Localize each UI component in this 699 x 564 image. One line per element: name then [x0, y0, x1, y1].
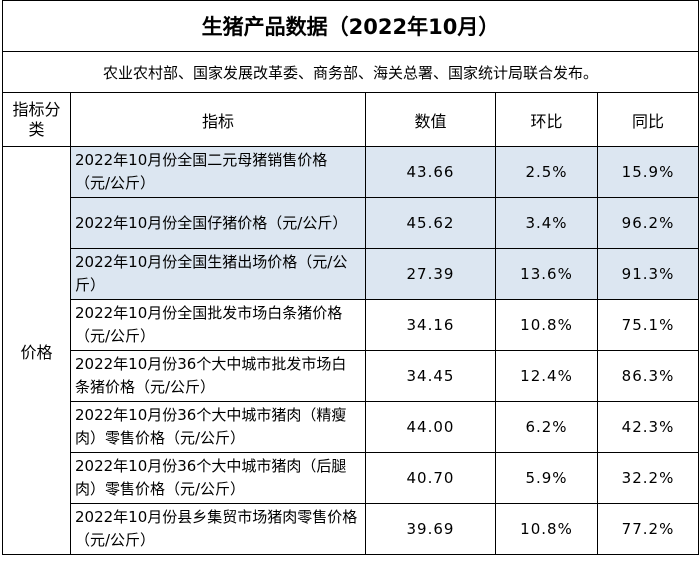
indicator-cell[interactable]: 2022年10月份全国批发市场白条猪价格（元/公斤） — [70, 299, 366, 351]
value-cell[interactable]: 27.39 — [365, 248, 496, 300]
value-cell[interactable]: 34.16 — [365, 299, 496, 351]
value-cell[interactable]: 43.66 — [365, 146, 496, 198]
header-yoy[interactable]: 同比 — [597, 92, 699, 147]
mom-cell[interactable]: 10.8% — [495, 503, 598, 555]
table-row: 价格 2022年10月份全国二元母猪销售价格（元/公斤） 43.66 2.5% 15.9… — [2, 146, 699, 555]
value-cell[interactable]: 44.00 — [365, 401, 496, 453]
value-cell[interactable]: 45.62 — [365, 197, 496, 249]
header-row: 指标分类 指标 数值 环比 同比 — [2, 92, 699, 147]
value-cell[interactable]: 34.45 — [365, 350, 496, 402]
table-row: 2022年10月份全国生猪出场价格（元/公斤） 27.39 13.6% 91.3% — [3, 248, 699, 300]
indicator-cell[interactable]: 2022年10月份全国生猪出场价格（元/公斤） — [70, 248, 366, 300]
yoy-cell[interactable]: 42.3% — [597, 401, 699, 453]
table-row: 2022年10月份全国批发市场白条猪价格（元/公斤） 34.16 10.8% 75.1… — [3, 299, 699, 351]
table-row: 2022年10月份全国仔猪价格（元/公斤） 45.62 3.4% 96.2% — [3, 197, 699, 249]
header-indicator[interactable]: 指标 — [70, 92, 366, 147]
category-cell[interactable]: 价格 — [2, 146, 71, 555]
indicator-cell[interactable]: 2022年10月份36个大中城市批发市场白条猪价格（元/公斤） — [70, 350, 366, 402]
yoy-cell[interactable]: 86.3% — [597, 350, 699, 402]
table-row: 2022年10月份36个大中城市猪肉（后腿肉）零售价格（元/公斤） 40.70 5.… — [3, 452, 699, 504]
mom-cell[interactable]: 3.4% — [495, 197, 598, 249]
header-mom[interactable]: 环比 — [495, 92, 598, 147]
yoy-cell[interactable]: 15.9% — [597, 146, 699, 198]
yoy-cell[interactable]: 77.2% — [597, 503, 699, 555]
indicator-cell[interactable]: 2022年10月份县乡集贸市场猪肉零售价格（元/公斤） — [70, 503, 366, 555]
mom-cell[interactable]: 2.5% — [495, 146, 598, 198]
yoy-cell[interactable]: 75.1% — [597, 299, 699, 351]
yoy-cell[interactable]: 96.2% — [597, 197, 699, 249]
table-subtitle[interactable]: 农业农村部、国家发展改革委、商务部、海关总署、国家统计局联合发布。 — [2, 51, 699, 93]
mom-cell[interactable]: 13.6% — [495, 248, 598, 300]
indicator-cell[interactable]: 2022年10月份全国仔猪价格（元/公斤） — [70, 197, 366, 249]
mom-cell[interactable]: 10.8% — [495, 299, 598, 351]
yoy-cell[interactable]: 32.2% — [597, 452, 699, 504]
value-cell[interactable]: 40.70 — [365, 452, 496, 504]
table-row: 2022年10月份36个大中城市批发市场白条猪价格（元/公斤） 34.45 12.4… — [3, 350, 699, 402]
yoy-cell[interactable]: 91.3% — [597, 248, 699, 300]
mom-cell[interactable]: 5.9% — [495, 452, 598, 504]
header-value[interactable]: 数值 — [365, 92, 496, 147]
header-category[interactable]: 指标分类 — [2, 92, 71, 147]
table-row: 2022年10月份36个大中城市猪肉（精瘦肉）零售价格（元/公斤） 44.00 6.… — [3, 401, 699, 453]
indicator-cell[interactable]: 2022年10月份全国二元母猪销售价格（元/公斤） — [70, 146, 366, 198]
mom-cell[interactable]: 12.4% — [495, 350, 598, 402]
value-cell[interactable]: 39.69 — [365, 503, 496, 555]
indicator-cell[interactable]: 2022年10月份36个大中城市猪肉（后腿肉）零售价格（元/公斤） — [70, 452, 366, 504]
mom-cell[interactable]: 6.2% — [495, 401, 598, 453]
table-title[interactable]: 生猪产品数据（2022年10月） — [2, 0, 699, 52]
table-row: 2022年10月份县乡集贸市场猪肉零售价格（元/公斤） 39.69 10.8% 77.… — [3, 503, 699, 555]
indicator-cell[interactable]: 2022年10月份36个大中城市猪肉（精瘦肉）零售价格（元/公斤） — [70, 401, 366, 453]
